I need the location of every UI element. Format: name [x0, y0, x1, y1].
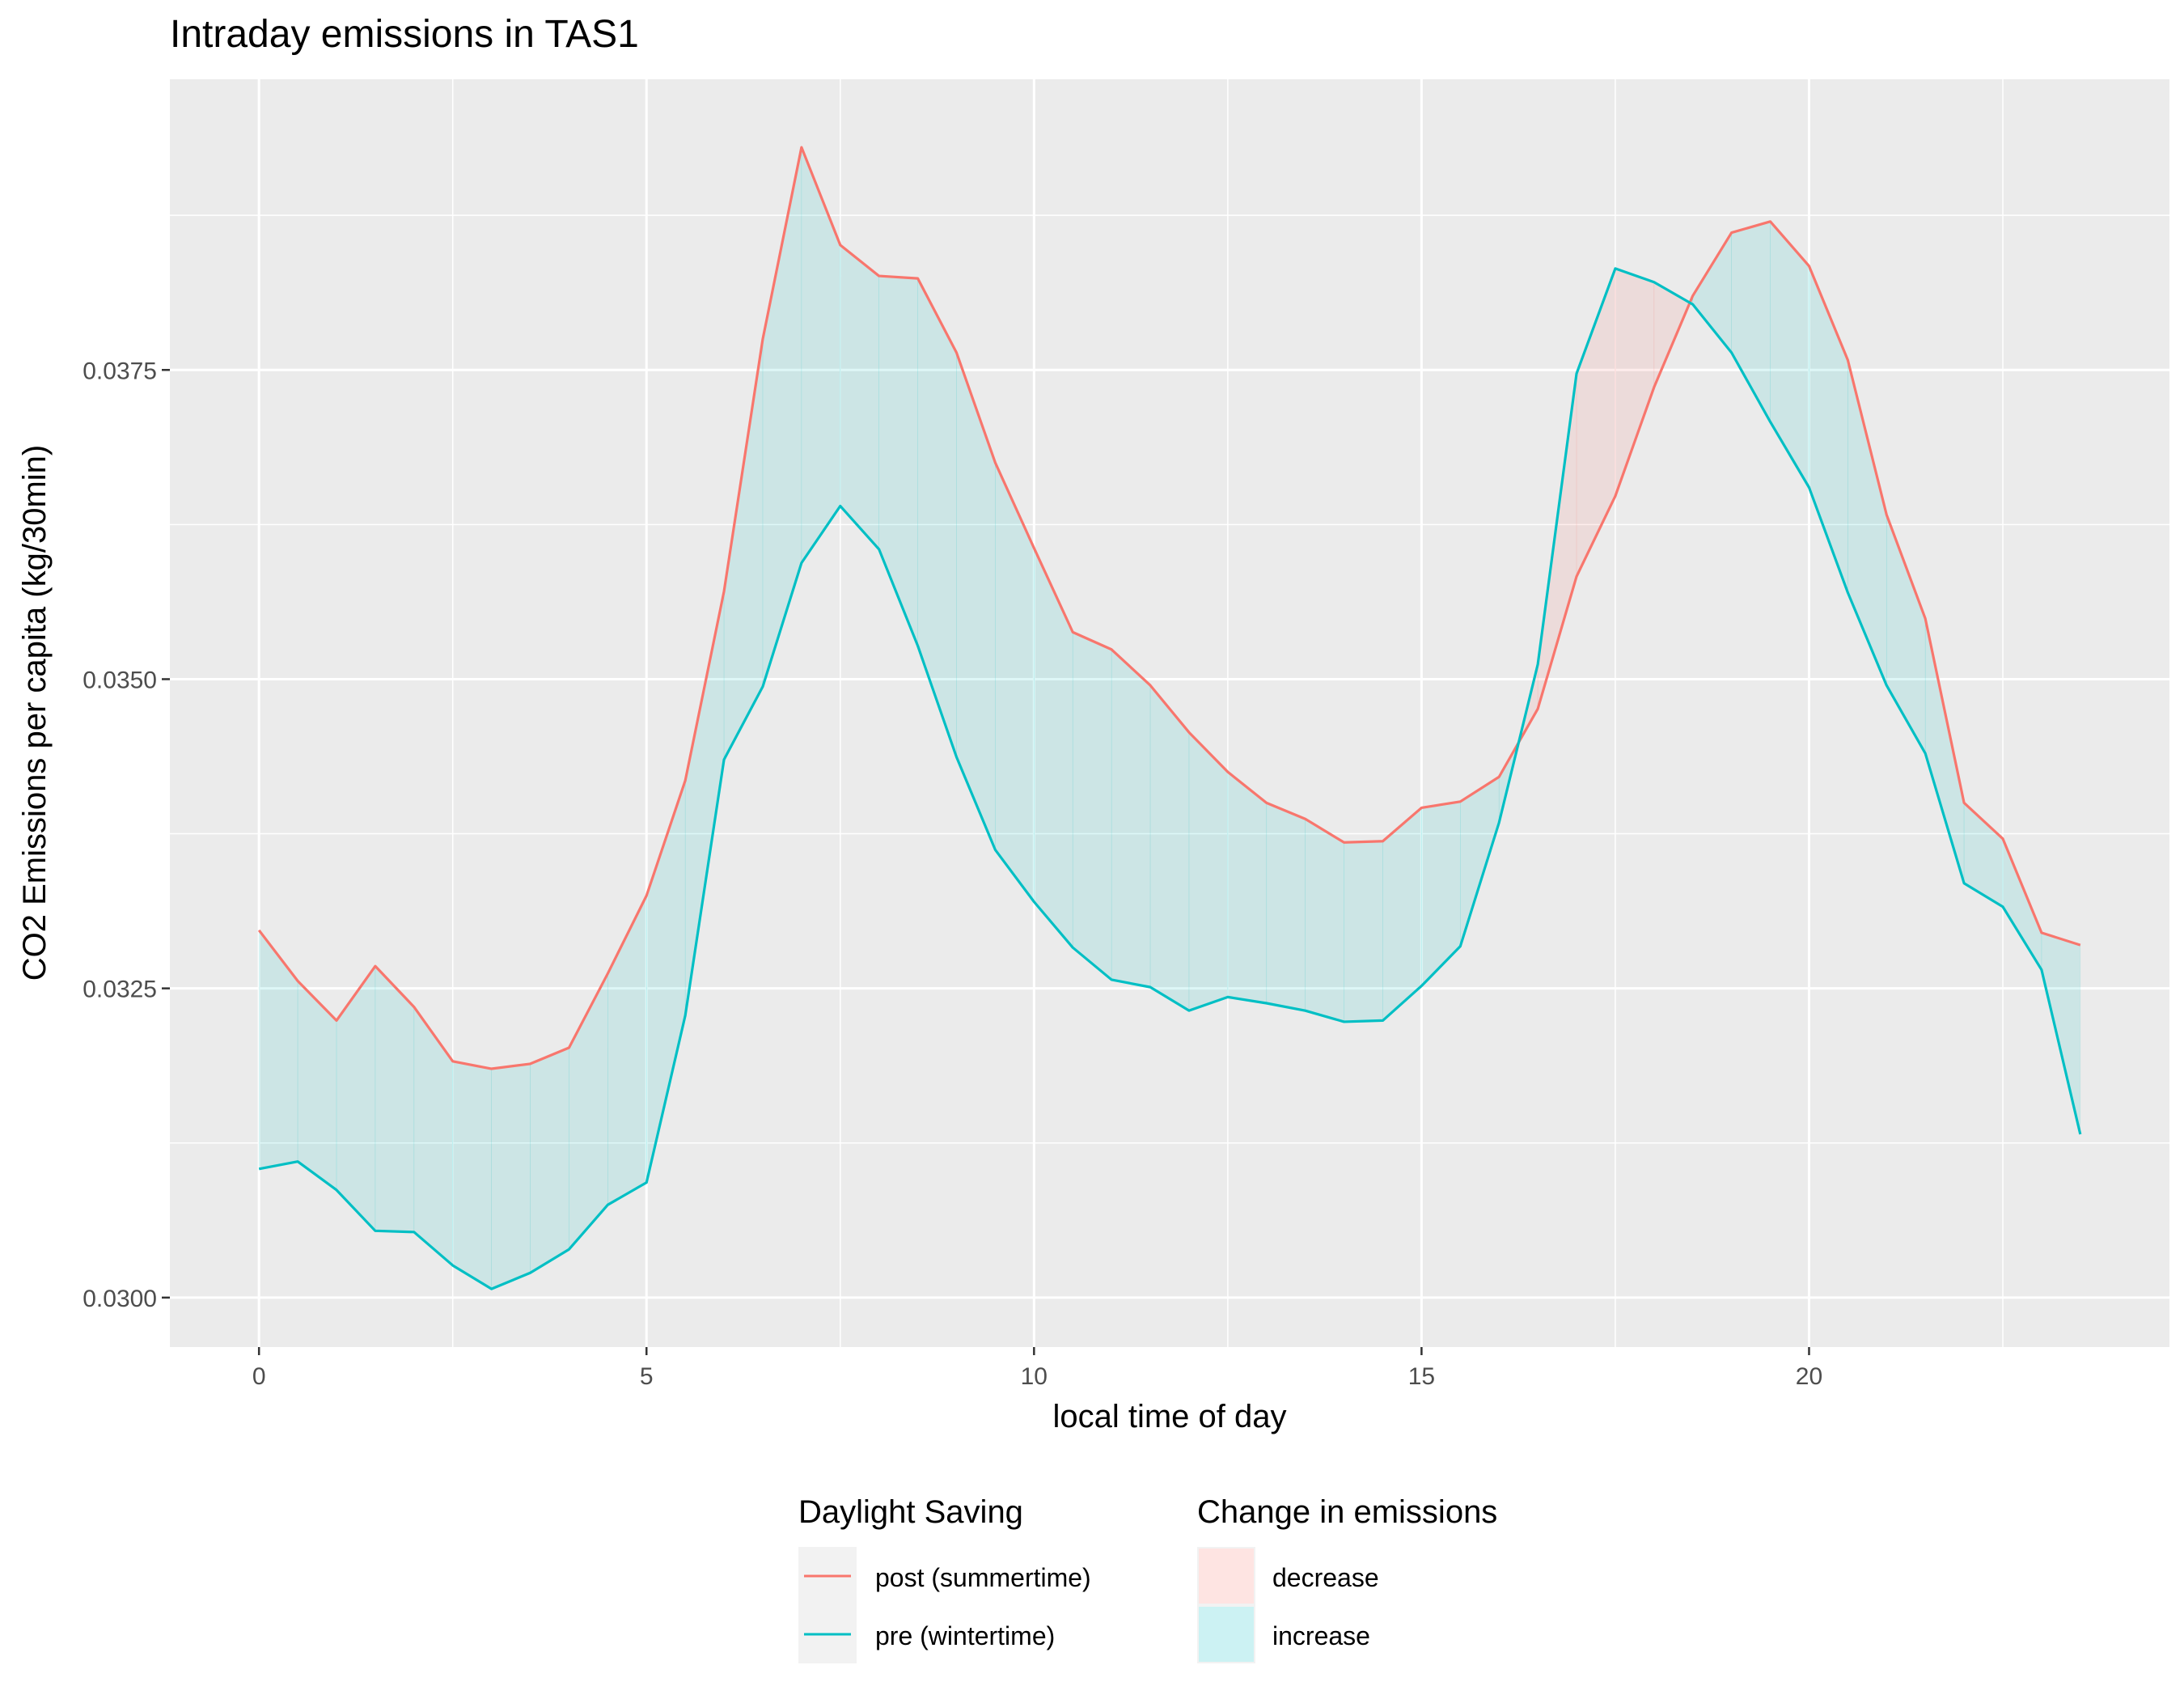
grid-major: [170, 79, 2169, 1347]
legend-label-decrease: decrease: [1272, 1563, 1379, 1592]
x-axis-title: local time of day: [1052, 1399, 1286, 1434]
legend-swatch-increase: [1197, 1605, 1255, 1663]
x-tick-label: 20: [1796, 1363, 1822, 1390]
y-axis: 0.0300 0.0325 0.0350 0.0375: [83, 358, 170, 1312]
ribbon-increase: [1305, 818, 1344, 1023]
legend-daylight-saving-title: Daylight Saving: [798, 1494, 1023, 1530]
ribbon-increase: [1149, 684, 1190, 1011]
ribbon-increase: [530, 1047, 569, 1273]
x-tick-label: 0: [252, 1363, 266, 1390]
x-tick-label: 15: [1408, 1363, 1435, 1390]
chart-title: Intraday emissions in TAS1: [170, 13, 639, 56]
series-lines: [257, 146, 2082, 1290]
legend-label-post: post (summertime): [875, 1563, 1091, 1592]
y-tick-label: 0.0300: [83, 1286, 157, 1312]
ribbon-increase: [1111, 649, 1151, 988]
x-axis: 0 5 10 15 20: [252, 1347, 1822, 1390]
series-line-post: [257, 146, 2081, 1070]
legend-label-increase: increase: [1272, 1621, 1370, 1650]
ribbon-increase: [1188, 731, 1229, 1011]
y-tick-label: 0.0375: [83, 358, 157, 384]
y-tick-label: 0.0350: [83, 667, 157, 693]
ribbon-increase: [1382, 807, 1422, 1022]
grid-minor: [170, 79, 2169, 1347]
ribbons: [258, 146, 2081, 1290]
ribbon-increase: [375, 965, 415, 1233]
ribbon-increase: [1344, 841, 1383, 1023]
legend-label-pre: pre (wintertime): [875, 1621, 1055, 1650]
series-line-pre: [258, 267, 2082, 1290]
legend-change-title: Change in emissions: [1197, 1494, 1497, 1530]
ribbon-increase: [1227, 771, 1268, 1004]
legend-change-in-emissions: Change in emissions decrease increase: [1197, 1494, 1497, 1663]
ribbon-increase: [1266, 802, 1306, 1011]
y-tick-label: 0.0325: [83, 977, 157, 1003]
y-axis-title: CO2 Emissions per capita (kg/30min): [17, 445, 53, 981]
plot-panel: [170, 79, 2169, 1347]
ribbon-increase: [452, 1061, 492, 1290]
ribbon-increase: [1072, 631, 1112, 981]
x-tick-label: 5: [640, 1363, 654, 1390]
ribbon-increase: [491, 1063, 531, 1290]
legend-swatch-decrease: [1197, 1547, 1255, 1605]
x-tick-label: 10: [1021, 1363, 1048, 1390]
ribbon-increase: [840, 244, 879, 550]
legend-daylight-saving: Daylight Saving post (summertime) pre (w…: [798, 1494, 1091, 1663]
